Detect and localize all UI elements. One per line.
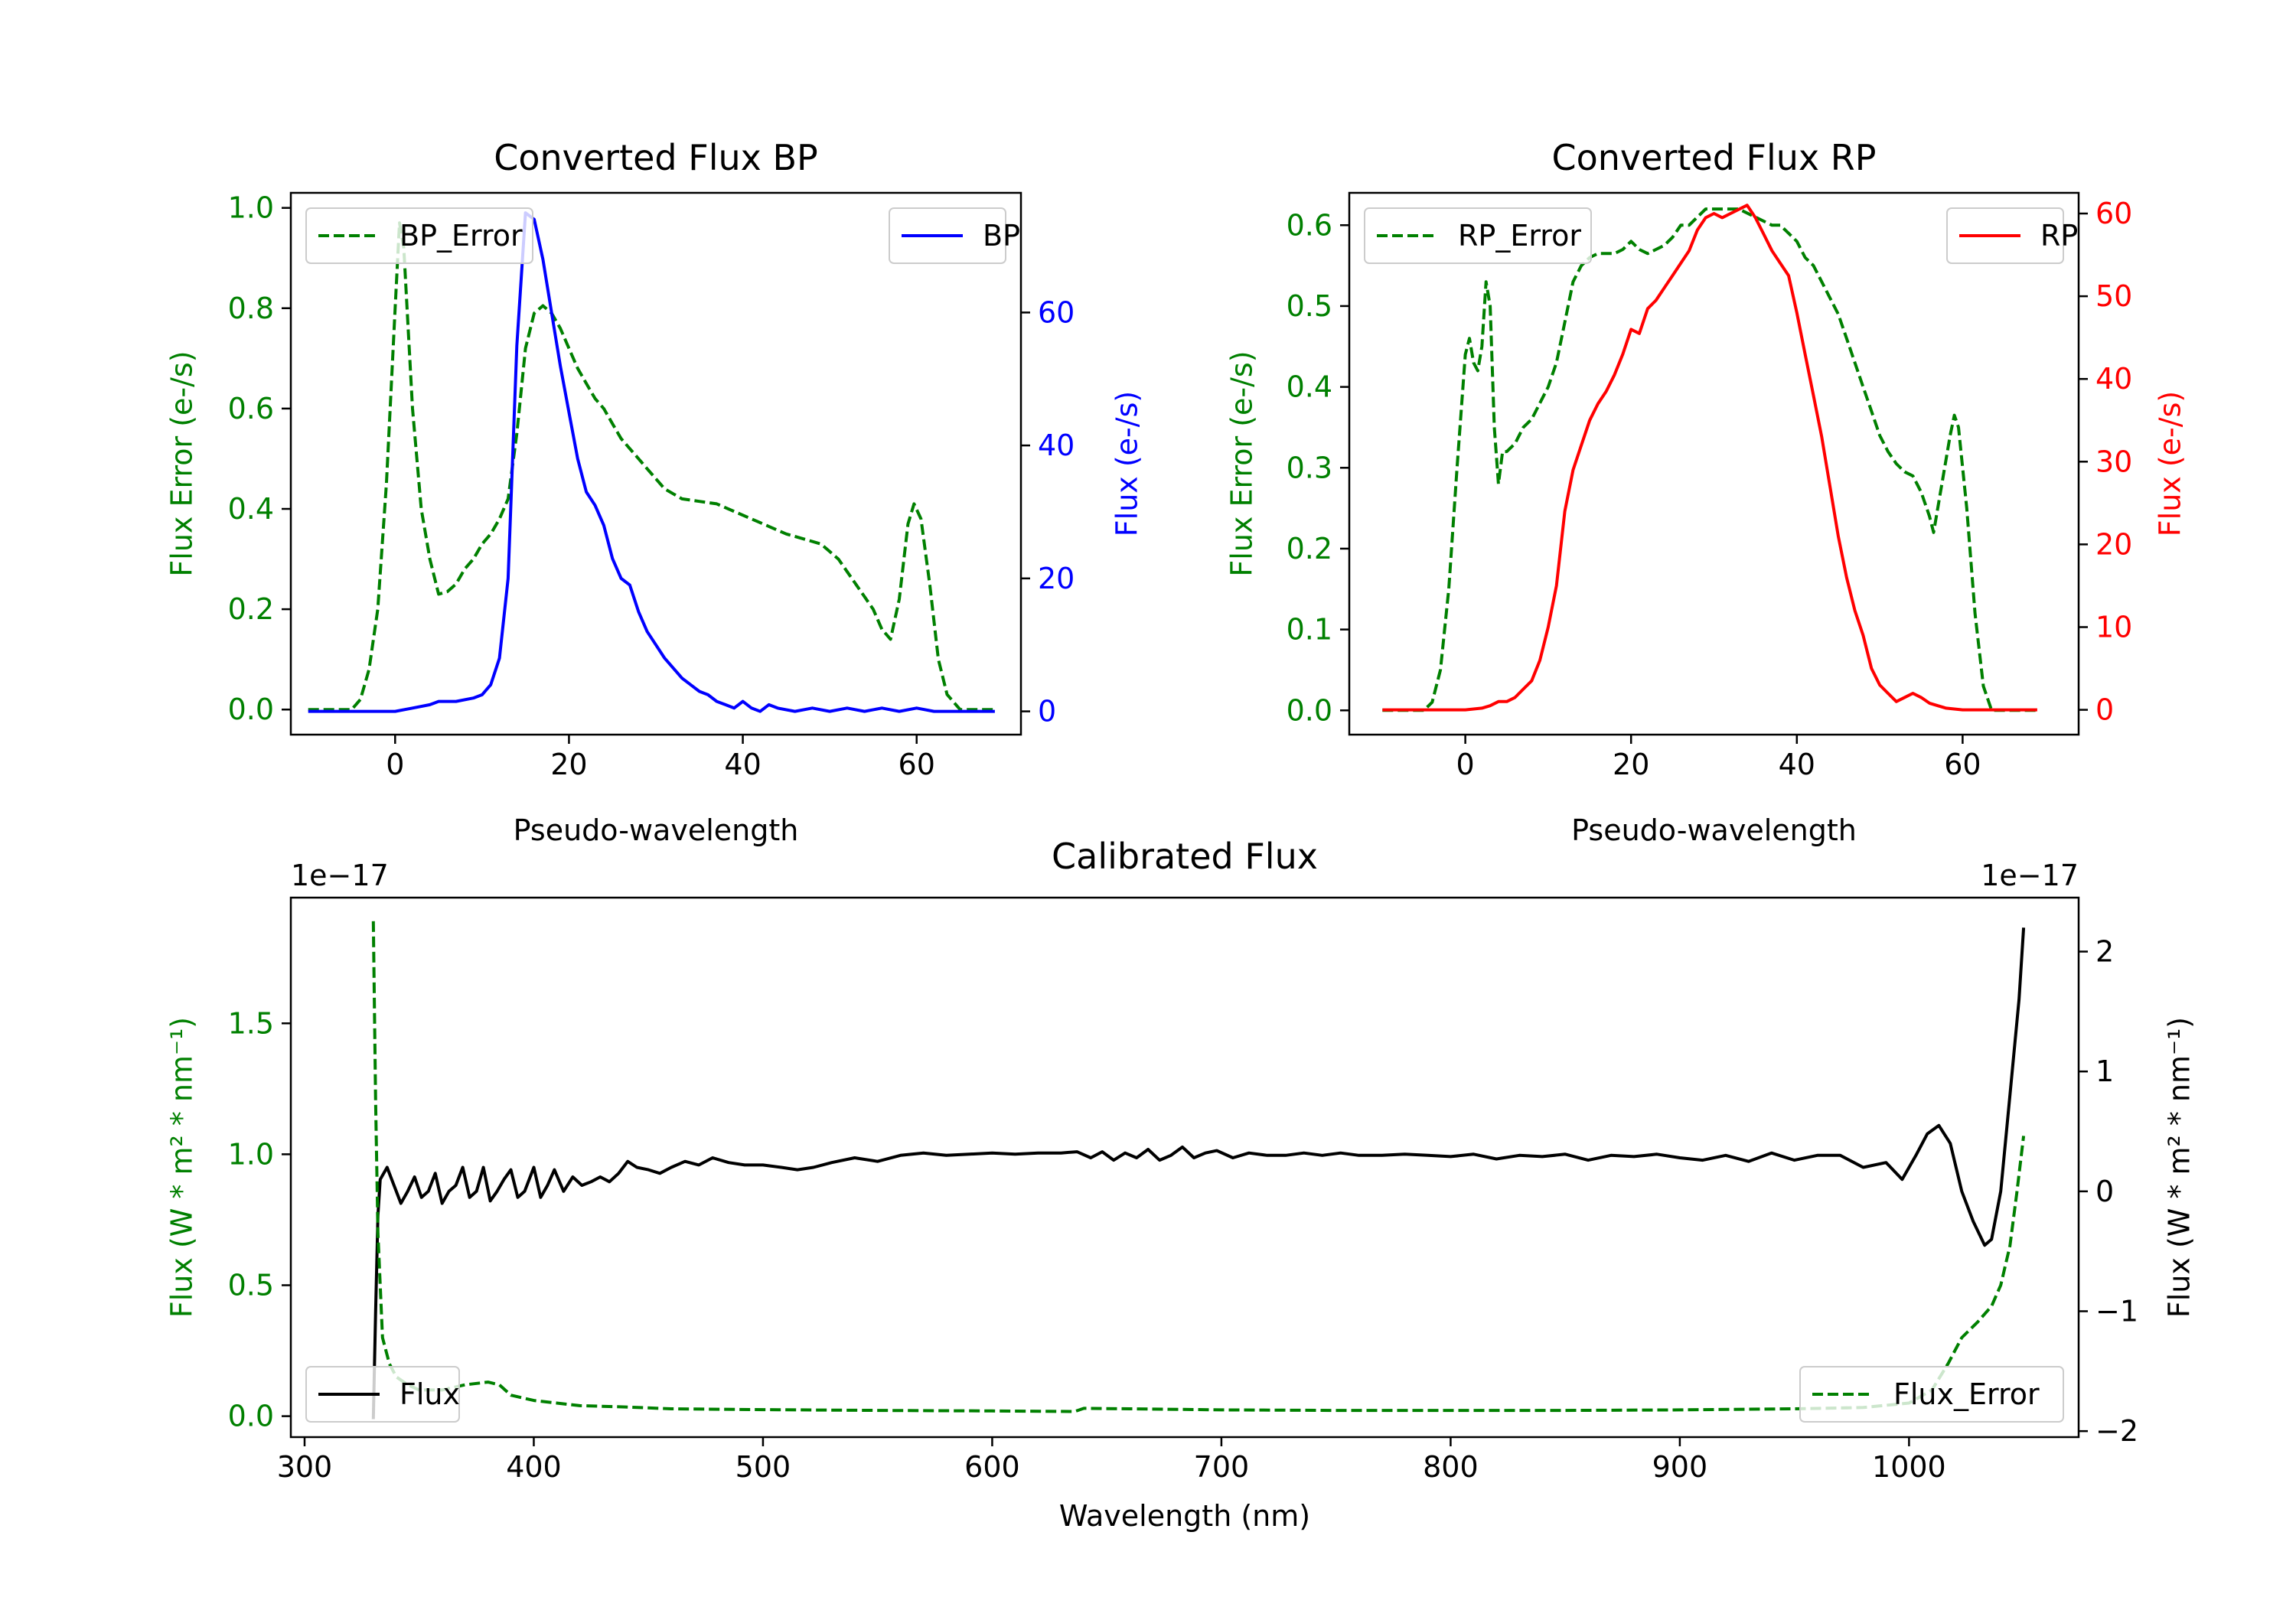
calibrated-plot-frame [289,896,2080,1439]
bp-bp-error-line [308,221,995,712]
calibrated-left-offset-label: 1e−17 [291,859,389,892]
rp-rp-error-line [1382,207,2037,712]
bp-y-left-tick-label: 0.2 [228,592,274,626]
bp-x-tick-label: 60 [899,748,935,781]
bp-series-group [308,211,995,713]
cal-y-left-tick-label: 1.5 [228,1006,274,1040]
rp-y-right-tick-label: 60 [2095,197,2132,230]
rp-error-legend-label: RP_Error [1458,219,1581,253]
cal-x-tick-label: 600 [964,1450,1020,1484]
cal-flux-line [371,927,2026,1420]
calibrated-y-axis-left-label: Flux (W * m² * nm⁻¹) [165,1017,199,1318]
calibrated-right-offset-label: 1e−17 [1981,859,2079,892]
cal-x-tick-label: 700 [1194,1450,1250,1484]
rp-y-right-tick-label: 10 [2095,610,2132,644]
rp-y-right-tick-label: 0 [2095,693,2114,727]
bp-chart-title: Converted Flux BP [494,137,818,178]
bp-y-left-tick-label: 0.6 [228,392,274,425]
rp-y-right-tick-label: 30 [2095,445,2132,478]
rp-legend: RP [1946,207,2078,264]
bp-x-tick-label: 40 [724,748,761,781]
bp-y-right-tick-label: 20 [1038,562,1075,595]
calibrated-error-legend-box [1799,1366,2064,1423]
bp-error-legend-box [305,207,533,264]
rp-error-legend: RP_Error [1364,207,1592,264]
rp-x-axis-label: Pseudo-wavelength [1571,813,1857,847]
bp-ticks: 0 20 40 60 0.0 0.2 0.4 0.6 0.8 1.0 0 20 40 60 [228,191,1075,781]
bp-legend-label: BP [983,219,1020,253]
rp-y-right-tick-label: 40 [2095,362,2132,396]
calibrated-error-legend: Flux_Error [1799,1366,2064,1423]
rp-y-right-tick-label: 20 [2095,527,2132,561]
rp-y-axis-left-label: Flux Error (e-/s) [1225,350,1259,576]
bp-legend: BP [889,207,1020,264]
rp-x-tick-label: 0 [1456,748,1475,781]
rp-rp-line [1382,204,2037,712]
rp-y-left-tick-label: 0.3 [1287,451,1332,484]
bp-y-right-tick-label: 0 [1038,695,1056,729]
rp-y-left-tick-label: 0.1 [1287,613,1332,647]
rp-chart-title: Converted Flux RP [1552,137,1877,178]
rp-y-right-tick-label: 50 [2095,279,2132,313]
bp-y-right-tick-label: 40 [1038,429,1075,462]
calibrated-ticks: 300 400 500 600 700 800 900 1000 0.0 0.5 1.0 1.5 −2 −… [228,935,2138,1485]
calibrated-flux-legend-box [305,1366,460,1423]
rp-y-left-tick-label: 0.0 [1287,693,1332,727]
calibrated-x-axis-label: Wavelength (nm) [1059,1499,1310,1533]
cal-x-tick-label: 400 [506,1450,562,1484]
bp-y-left-tick-label: 0.4 [228,492,274,526]
cal-y-right-tick-label: 1 [2095,1054,2114,1088]
rp-x-tick-label: 60 [1944,748,1981,781]
bp-x-tick-label: 0 [386,748,404,781]
cal-y-right-tick-label: 2 [2095,935,2114,969]
bp-x-tick-label: 20 [550,748,587,781]
rp-ticks: 0 20 40 60 0.0 0.1 0.2 0.3 0.4 0.5 0.6 0 10 20 30 40 50 6… [1287,197,2133,781]
bp-y-axis-left-label: Flux Error (e-/s) [165,350,199,576]
bp-plot-frame [289,191,1022,736]
rp-x-tick-label: 20 [1613,748,1649,781]
bp-x-axis-label: Pseudo-wavelength [514,813,799,847]
bp-y-axis-right-label: Flux (e-/s) [1110,391,1144,536]
cal-y-right-tick-label: −2 [2095,1414,2138,1448]
bp-error-legend: BP_Error [305,207,533,264]
rp-error-legend-box [1364,207,1592,264]
cal-x-tick-label: 800 [1423,1450,1479,1484]
cal-y-right-tick-label: −1 [2095,1295,2138,1328]
rp-y-axis-right-label: Flux (e-/s) [2154,391,2187,536]
rp-panel: 0 20 40 60 0.0 0.1 0.2 0.3 0.4 0.5 0.6 0 10 20 30 40 50 6… [1225,137,2187,847]
cal-y-left-tick-label: 0.5 [228,1269,274,1302]
bp-y-left-tick-label: 1.0 [228,191,274,225]
rp-y-left-tick-label: 0.4 [1287,370,1332,404]
calibrated-chart-title: Calibrated Flux [1052,836,1318,877]
rp-legend-label: RP [2040,219,2078,253]
calibrated-flux-legend: Flux [305,1366,460,1423]
rp-y-left-tick-label: 0.6 [1287,208,1332,242]
rp-series-group [1382,204,2037,712]
cal-x-tick-label: 900 [1652,1450,1708,1484]
bp-y-left-tick-label: 0.0 [228,693,274,726]
cal-x-tick-label: 300 [277,1450,333,1484]
cal-x-tick-label: 1000 [1872,1450,1946,1484]
calibrated-panel: 300 400 500 600 700 800 900 1000 0.0 0.5 1.0 1.5 −2 −… [165,836,2197,1533]
calibrated-y-axis-right-label: Flux (W * m² * nm⁻¹) [2163,1017,2197,1318]
rp-x-tick-label: 40 [1779,748,1815,781]
cal-y-right-tick-label: 0 [2095,1175,2114,1208]
rp-plot-frame [1348,191,2080,736]
bp-error-legend-label: BP_Error [400,219,523,253]
cal-y-left-tick-label: 1.0 [228,1137,274,1171]
cal-y-left-tick-label: 0.0 [228,1400,274,1433]
rp-y-left-tick-label: 0.2 [1287,532,1332,566]
bp-panel: 0 20 40 60 0.0 0.2 0.4 0.6 0.8 1.0 0 20 40 60 Convert… [165,137,1144,847]
calibrated-flux-legend-label: Flux [400,1377,460,1411]
bp-bp-line [308,211,995,713]
calibrated-error-legend-label: Flux_Error [1893,1377,2040,1411]
rp-y-left-tick-label: 0.5 [1287,289,1332,323]
bp-y-left-tick-label: 0.8 [228,292,274,325]
bp-y-right-tick-label: 60 [1038,295,1075,329]
cal-x-tick-label: 500 [735,1450,791,1484]
